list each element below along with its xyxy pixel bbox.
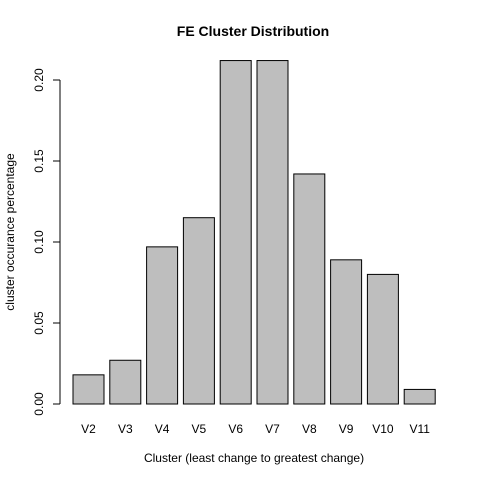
y-tick-label: 0.20 xyxy=(32,68,46,92)
x-tick-labels: V2 V3 V4 V5 V6 V7 V8 V9 V10 V11 xyxy=(81,422,430,436)
x-tick-label: V4 xyxy=(155,422,170,436)
x-axis-label: Cluster (least change to greatest change… xyxy=(144,451,364,465)
x-tick-label: V10 xyxy=(372,422,394,436)
y-tick-label: 0.05 xyxy=(32,311,46,335)
bar-v9 xyxy=(330,259,363,405)
x-tick-label: V7 xyxy=(265,422,280,436)
y-tick-label: 0.00 xyxy=(32,392,46,416)
bar-v3 xyxy=(109,359,142,405)
x-tick-label: V6 xyxy=(228,422,243,436)
x-tick-label: V2 xyxy=(81,422,96,436)
bar-v5 xyxy=(182,217,215,405)
x-tick-label: V9 xyxy=(339,422,354,436)
y-tick-label: 0.10 xyxy=(32,230,46,254)
y-axis-label: cluster occurance percentage xyxy=(3,153,17,311)
bar-v11 xyxy=(403,388,436,405)
x-tick-label: V11 xyxy=(409,422,430,436)
x-tick-label: V8 xyxy=(302,422,317,436)
chart-title: FE Cluster Distribution xyxy=(177,23,329,39)
bars xyxy=(72,60,436,405)
y-tick-label: 0.15 xyxy=(32,149,46,173)
bar-v10 xyxy=(366,273,399,405)
bar-v7 xyxy=(256,60,289,405)
x-tick-label: V3 xyxy=(118,422,133,436)
bar-v4 xyxy=(146,246,179,405)
bar-v8 xyxy=(293,173,326,405)
bar-v2 xyxy=(72,374,105,405)
bar-v6 xyxy=(219,60,252,405)
y-axis: 0.00 0.05 0.10 0.15 0.20 xyxy=(32,68,61,416)
x-tick-label: V5 xyxy=(192,422,207,436)
